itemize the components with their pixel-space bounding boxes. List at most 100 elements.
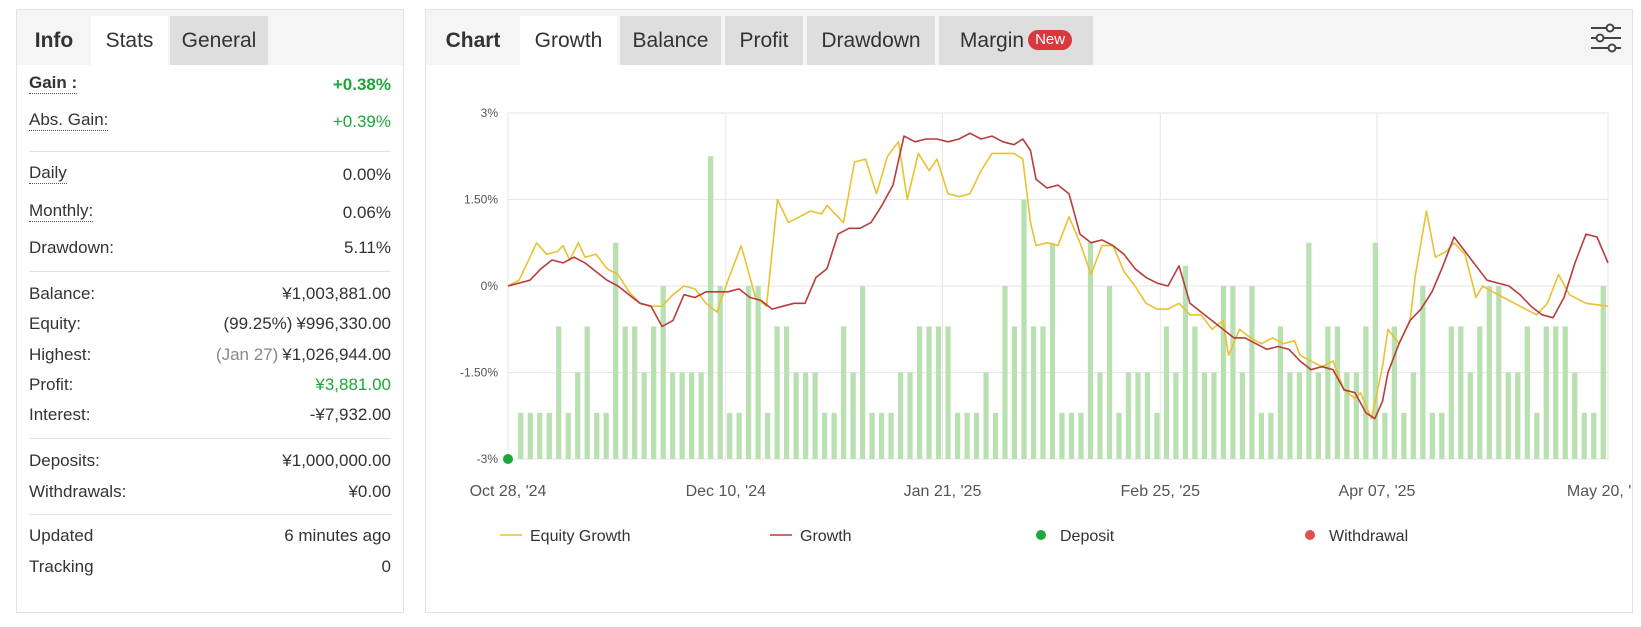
tracking-row: Tracking 0 bbox=[29, 555, 391, 579]
bar bbox=[1068, 412, 1075, 459]
bar bbox=[1581, 412, 1587, 459]
tab-general[interactable]: General bbox=[170, 16, 268, 65]
bar bbox=[1049, 242, 1056, 459]
bar bbox=[1334, 326, 1340, 459]
bar bbox=[1543, 326, 1549, 459]
y-tick-label: 3% bbox=[481, 106, 499, 120]
balance-row: Balance: ¥1,003,881.00 bbox=[29, 282, 391, 306]
profit-row: Profit: ¥3,881.00 bbox=[29, 373, 391, 397]
divider bbox=[29, 514, 391, 515]
bar bbox=[1268, 412, 1274, 459]
tab-profit[interactable]: Profit bbox=[725, 16, 803, 65]
gain-label[interactable]: Gain : bbox=[29, 73, 78, 94]
updated-value: 6 minutes ago bbox=[284, 526, 391, 545]
bar bbox=[1125, 372, 1132, 459]
bar bbox=[774, 326, 780, 459]
equity-percent: (99.25%) bbox=[223, 314, 293, 333]
bar bbox=[1534, 412, 1540, 459]
abs-gain-label[interactable]: Abs. Gain: bbox=[29, 110, 109, 131]
equity-row: Equity: (99.25%) ¥996,330.00 bbox=[29, 312, 391, 336]
withdrawals-value: ¥0.00 bbox=[348, 482, 391, 501]
daily-label[interactable]: Daily bbox=[29, 163, 67, 184]
bar bbox=[935, 326, 942, 459]
bar bbox=[1505, 372, 1511, 459]
bar bbox=[689, 372, 695, 459]
daily-row: Daily 0.00% bbox=[29, 163, 391, 187]
bar bbox=[1562, 326, 1568, 459]
bar bbox=[1429, 412, 1435, 459]
updated-row: Updated 6 minutes ago bbox=[29, 524, 391, 548]
bar bbox=[1135, 372, 1141, 459]
equity-amount: ¥996,330.00 bbox=[296, 314, 391, 333]
tab-margin[interactable]: Margin New bbox=[939, 16, 1093, 65]
bar bbox=[641, 372, 647, 459]
balance-label: Balance: bbox=[29, 284, 96, 303]
sliders-filter-icon[interactable] bbox=[1588, 20, 1624, 56]
bar bbox=[518, 412, 524, 459]
tracking-value: 0 bbox=[381, 557, 391, 576]
bar bbox=[1353, 372, 1359, 459]
bar bbox=[1201, 372, 1208, 459]
bar bbox=[1486, 286, 1492, 459]
bar bbox=[1467, 372, 1473, 459]
x-tick-label: Feb 25, '25 bbox=[1121, 483, 1201, 500]
divider bbox=[29, 151, 391, 152]
bar bbox=[1315, 372, 1321, 459]
bar bbox=[660, 286, 666, 459]
tab-balance[interactable]: Balance bbox=[620, 16, 721, 65]
bar bbox=[888, 412, 894, 459]
bar bbox=[1182, 265, 1189, 459]
bar bbox=[983, 372, 989, 459]
bar bbox=[1173, 372, 1179, 459]
bar bbox=[1448, 326, 1454, 459]
tab-drawdown[interactable]: Drawdown bbox=[807, 16, 935, 65]
bar bbox=[1002, 286, 1008, 459]
bar bbox=[765, 412, 771, 459]
tab-info[interactable]: Info bbox=[34, 29, 74, 52]
bar bbox=[992, 412, 999, 459]
monthly-value: 0.06% bbox=[342, 203, 391, 222]
bar bbox=[1553, 326, 1559, 459]
bar bbox=[1097, 372, 1103, 459]
deposit-marker bbox=[503, 454, 513, 464]
monthly-label[interactable]: Monthly: bbox=[29, 201, 94, 222]
left-tab-bar: Info Stats General bbox=[17, 10, 403, 65]
legend: Equity Growth Growth Deposit Withdrawal bbox=[500, 528, 1408, 545]
bar bbox=[556, 326, 562, 459]
deposits-row: Deposits: ¥1,000,000.00 bbox=[29, 449, 391, 473]
x-tick-label: May 20, '25 bbox=[1567, 483, 1632, 500]
bar bbox=[1591, 412, 1597, 459]
bar bbox=[1439, 412, 1445, 459]
bar bbox=[1030, 326, 1037, 459]
bar bbox=[784, 326, 790, 459]
deposits-label: Deposits: bbox=[29, 451, 100, 470]
legend-growth-label: Growth bbox=[800, 528, 852, 545]
gain-row: Gain : +0.38% bbox=[29, 73, 391, 97]
legend-withdrawal-label: Withdrawal bbox=[1329, 528, 1408, 545]
bar bbox=[821, 412, 828, 459]
bar bbox=[803, 372, 809, 459]
bar bbox=[537, 412, 543, 459]
tab-stats[interactable]: Stats bbox=[91, 16, 168, 65]
bar bbox=[859, 286, 866, 459]
bar bbox=[1572, 372, 1578, 459]
bar bbox=[1524, 326, 1530, 459]
updated-label: Updated bbox=[29, 526, 94, 545]
tab-growth[interactable]: Growth bbox=[520, 16, 617, 65]
bar bbox=[831, 412, 837, 459]
bar bbox=[926, 326, 932, 459]
bar bbox=[1325, 326, 1331, 459]
bar bbox=[755, 286, 761, 459]
bar bbox=[1306, 242, 1312, 459]
bar bbox=[1258, 412, 1265, 459]
bar bbox=[594, 412, 600, 459]
bar bbox=[613, 242, 619, 459]
bar bbox=[1059, 412, 1065, 459]
tab-chart[interactable]: Chart bbox=[445, 29, 501, 52]
bar bbox=[1344, 372, 1350, 459]
profit-value: ¥3,881.00 bbox=[315, 375, 391, 394]
equity-value: (99.25%) ¥996,330.00 bbox=[223, 312, 391, 336]
x-tick-label: Oct 28, '24 bbox=[470, 483, 547, 500]
bar bbox=[1287, 372, 1293, 459]
bar bbox=[1382, 412, 1388, 459]
